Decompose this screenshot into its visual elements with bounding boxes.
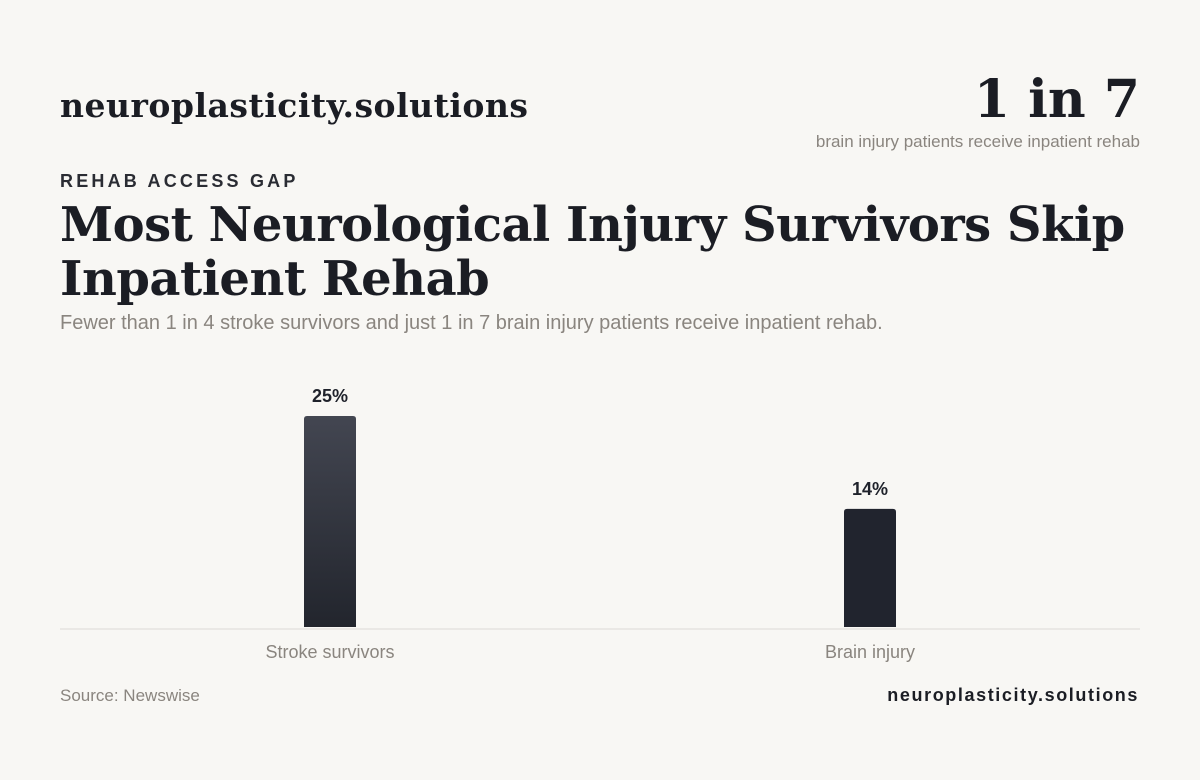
headline-stat-caption: brain injury patients receive inpatient … (815, 132, 1140, 151)
headline-stat: 1 in 7 brain injury patients receive inp… (816, 68, 1140, 152)
brand-logo-text: neuroplasticity.solutions (60, 86, 529, 125)
footer-brand: neuroplasticity.solutions (887, 685, 1139, 705)
category-label: Stroke survivors (265, 642, 394, 662)
page-subtitle: Fewer than 1 in 4 stroke survivors and j… (60, 312, 883, 334)
bar-value-label: 14% (852, 479, 888, 499)
bars-layer (304, 416, 896, 627)
category-label: Brain injury (825, 642, 915, 662)
headline-stat-value: 1 in 7 (973, 69, 1140, 130)
section-eyebrow: REHAB ACCESS GAP (60, 171, 299, 191)
bar-stroke-survivors (304, 416, 356, 627)
bar-brain-injury (844, 508, 896, 627)
bar-value-label: 25% (312, 386, 348, 406)
page-title: Most Neurological Injury Survivors Skip … (60, 197, 1125, 307)
labels-layer: 25% Stroke survivors 14% Brain injury (265, 386, 915, 662)
source-note: Source: Newswise (60, 686, 200, 705)
